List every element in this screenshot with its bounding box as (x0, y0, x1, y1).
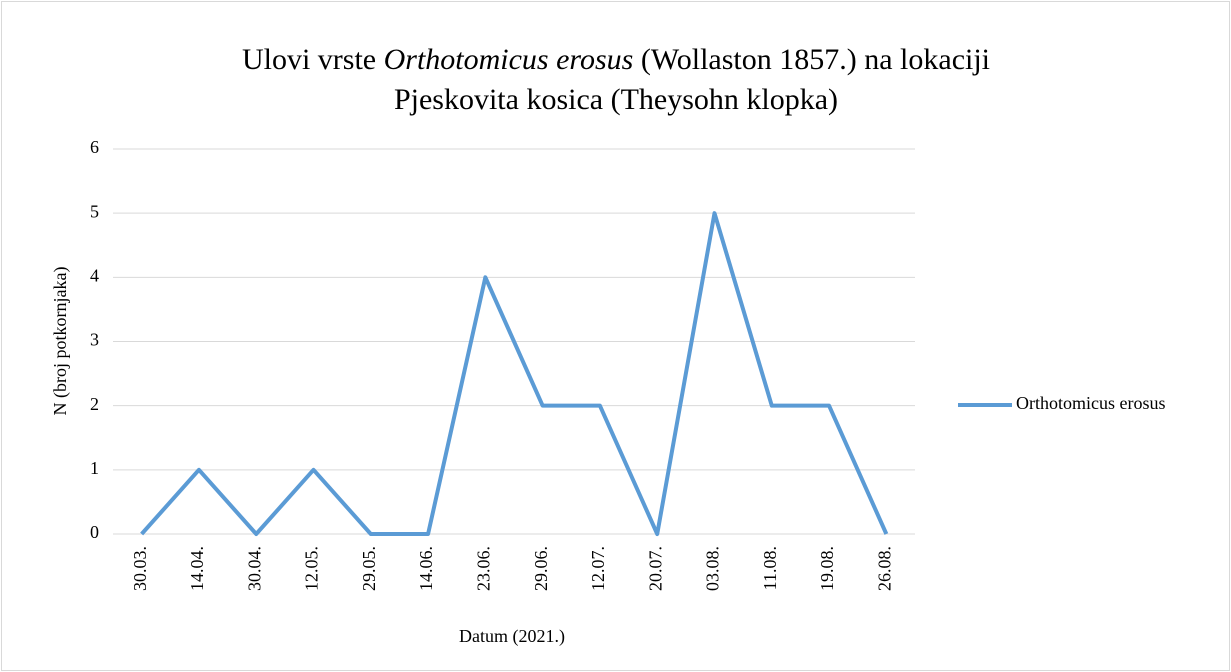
x-tick-label: 30.03. (130, 546, 150, 591)
x-tick-label: 20.07. (645, 546, 665, 591)
y-tick-label: 2 (90, 394, 99, 414)
title-part: (Wollaston 1857.) na lokaciji (633, 43, 990, 76)
x-tick-label: 23.06. (473, 546, 493, 591)
x-tick-label: 12.05. (302, 546, 322, 591)
x-tick-label: 14.04. (187, 546, 207, 591)
chart-title: Pjeskovita kosica (Theysohn klopka) (394, 83, 838, 116)
title-part: Orthotomicus erosus (384, 43, 634, 76)
x-tick-label: 11.08. (760, 546, 780, 590)
chart-title: Ulovi vrste Orthotomicus erosus (Wollast… (242, 43, 990, 76)
x-tick-label: 26.08. (874, 546, 894, 591)
data-line (140, 211, 889, 536)
y-tick-label: 3 (90, 330, 99, 350)
y-axis-label: N (broj potkornjaka) (50, 267, 71, 416)
y-tick-label: 1 (90, 458, 99, 478)
x-tick-label: 19.08. (817, 546, 837, 591)
x-axis-label: Datum (2021.) (459, 626, 565, 647)
y-tick-label: 6 (90, 137, 99, 157)
legend-label: Orthotomicus erosus (1016, 393, 1165, 413)
y-tick-label: 5 (90, 201, 99, 221)
x-tick-label: 14.06. (416, 546, 436, 591)
x-tick-label: 30.04. (244, 546, 264, 591)
y-tick-label: 4 (90, 265, 99, 285)
x-tick-label: 29.06. (531, 546, 551, 591)
x-tick-label: 03.08. (703, 546, 723, 591)
y-tick-label: 0 (90, 522, 99, 542)
x-tick-label: 12.07. (588, 546, 608, 591)
title-part: Ulovi vrste (242, 43, 384, 76)
x-tick-label: 29.05. (359, 546, 379, 591)
